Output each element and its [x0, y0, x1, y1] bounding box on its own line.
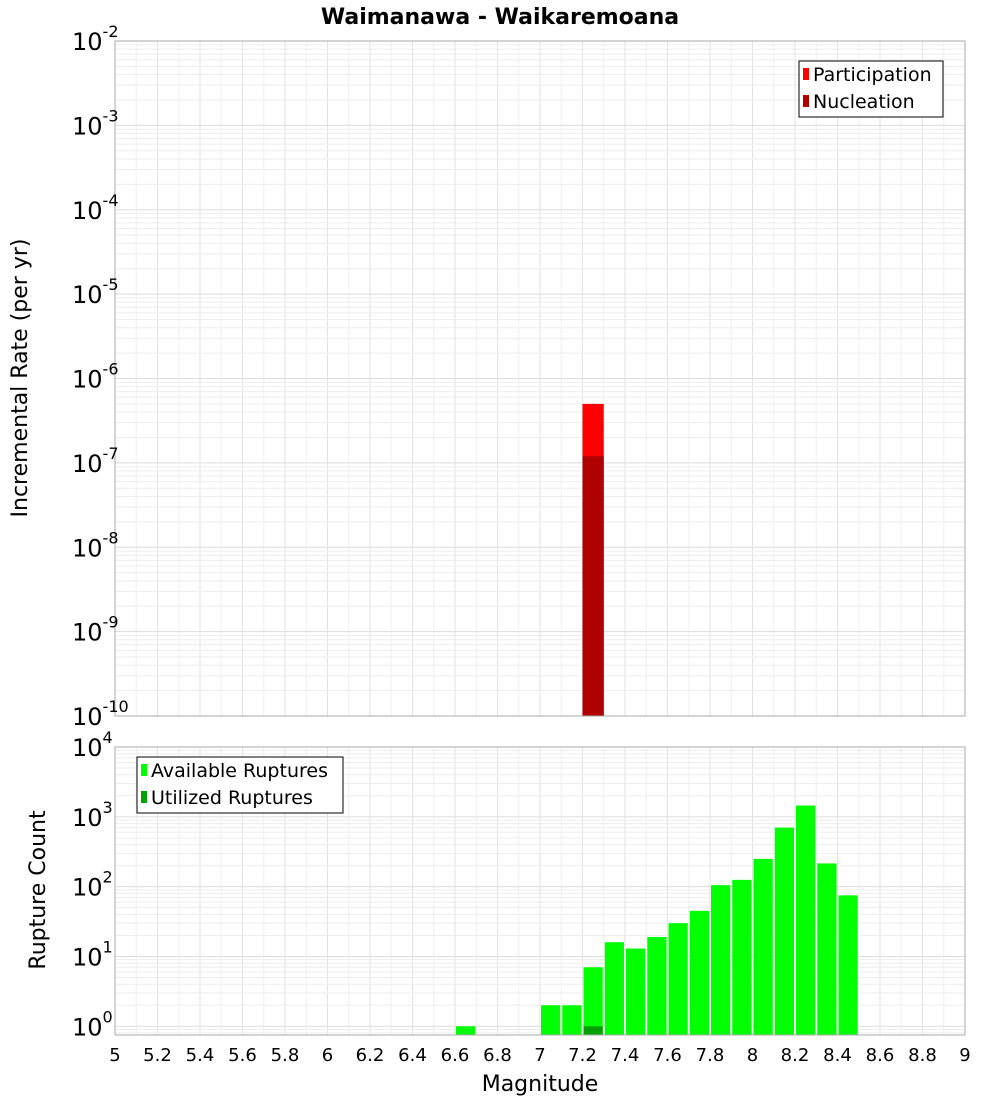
top-bar: [582, 456, 604, 716]
top-plot: 10-10 10-9 10-8 10-7 10-6 10-5 10-4 10-3 10-2 Par…: [72, 22, 966, 731]
bottom-bar: [796, 805, 816, 1035]
bottom-y-tick-label: 100: [72, 1007, 113, 1041]
bottom-series-available-ruptures: [456, 805, 858, 1035]
bottom-legend-swatch: [141, 764, 147, 776]
top-gridlines: [115, 41, 965, 716]
x-tick-label: 8: [747, 1045, 758, 1066]
bottom-bar: [838, 895, 858, 1035]
bottom-plot: 100 101 102 103 104 5 5.2 5.4 5.6 5.8 6 6.2 6.4 6.6 6.…: [72, 728, 971, 1066]
bottom-y-tick-label: 103: [72, 798, 113, 832]
top-y-tick-label: 10-4: [72, 191, 119, 225]
bottom-bar: [668, 923, 688, 1035]
top-y-tick-label: 10-9: [72, 613, 119, 647]
x-tick-label: 6.8: [483, 1045, 512, 1066]
x-tick-label: 7.4: [611, 1045, 640, 1066]
x-tick-label: 8.8: [908, 1045, 937, 1066]
bottom-bar: [583, 967, 603, 1035]
bottom-legend-box: [136, 756, 344, 814]
top-y-tick-label: 10-8: [72, 528, 119, 562]
top-y-tick-label: 10-5: [72, 275, 119, 309]
x-ticks: 5 5.2 5.4 5.6 5.8 6 6.2 6.4 6.6 6.8 7 7.2 7.4 7.6 7.8 8…: [109, 1045, 970, 1066]
bottom-series-utilized-ruptures: [583, 1026, 603, 1035]
x-tick-label: 5.8: [271, 1045, 300, 1066]
bottom-legend-label: Available Ruptures: [151, 760, 328, 782]
top-legend-label: Participation: [813, 64, 932, 86]
x-tick-label: 6.2: [356, 1045, 385, 1066]
top-y-ticks: 10-10 10-9 10-8 10-7 10-6 10-5 10-4 10-3 10-2: [72, 22, 129, 731]
bottom-bar: [817, 863, 837, 1035]
bottom-bar: [732, 879, 752, 1035]
bottom-bar: [689, 910, 709, 1035]
top-legend: Participation Nucleation: [798, 60, 944, 118]
top-legend-label: Nucleation: [813, 91, 915, 113]
top-y-tick-label: 10-2: [72, 22, 119, 56]
bottom-legend: Available Ruptures Utilized Ruptures: [136, 756, 344, 814]
top-y-axis-label: Incremental Rate (per yr): [8, 239, 33, 518]
top-legend-swatch: [803, 68, 809, 80]
bottom-y-ticks: 100 101 102 103 104: [72, 728, 113, 1041]
bottom-y-tick-label: 104: [72, 728, 113, 762]
bottom-bar: [774, 827, 794, 1035]
x-tick-label: 9: [959, 1045, 970, 1066]
top-series-nucleation: [582, 456, 604, 716]
bottom-bar: [753, 858, 773, 1035]
bottom-bar: [456, 1026, 476, 1035]
bottom-legend-label: Utilized Ruptures: [151, 787, 313, 809]
top-y-tick-label: 10-10: [72, 697, 129, 731]
x-tick-label: 8.4: [823, 1045, 852, 1066]
x-tick-label: 7.6: [653, 1045, 682, 1066]
bottom-bar: [583, 1026, 603, 1035]
top-legend-swatch: [803, 95, 809, 107]
x-tick-label: 5.4: [186, 1045, 215, 1066]
bottom-legend-swatch: [141, 791, 147, 803]
x-tick-label: 6: [322, 1045, 333, 1066]
x-axis-label: Magnitude: [482, 1072, 599, 1097]
bottom-y-tick-label: 102: [72, 868, 113, 902]
x-tick-label: 8.6: [866, 1045, 895, 1066]
top-y-tick-label: 10-3: [72, 106, 119, 140]
top-legend-box: [798, 60, 944, 118]
top-plot-border: [114, 40, 966, 717]
bottom-plot-border: [114, 746, 966, 1036]
bottom-bar: [562, 1005, 582, 1035]
top-y-tick-label: 10-7: [72, 444, 119, 478]
chart-title: Waimanawa - Waikaremoana: [321, 5, 679, 30]
x-tick-label: 6.4: [398, 1045, 427, 1066]
bottom-bar: [647, 936, 667, 1035]
x-tick-label: 8.2: [781, 1045, 810, 1066]
x-tick-label: 7: [534, 1045, 545, 1066]
bottom-y-tick-label: 101: [72, 937, 113, 971]
x-tick-label: 5: [109, 1045, 120, 1066]
x-tick-label: 6.6: [441, 1045, 470, 1066]
x-tick-label: 5.6: [228, 1045, 257, 1066]
bottom-bar: [626, 948, 646, 1035]
top-y-tick-label: 10-6: [72, 360, 119, 394]
bottom-y-axis-label: Rupture Count: [26, 810, 51, 970]
bottom-bar: [711, 885, 731, 1035]
x-tick-label: 5.2: [143, 1045, 172, 1066]
bottom-bar: [541, 1005, 561, 1035]
x-tick-label: 7.2: [568, 1045, 597, 1066]
x-tick-label: 7.8: [696, 1045, 725, 1066]
bottom-bar: [604, 942, 624, 1035]
